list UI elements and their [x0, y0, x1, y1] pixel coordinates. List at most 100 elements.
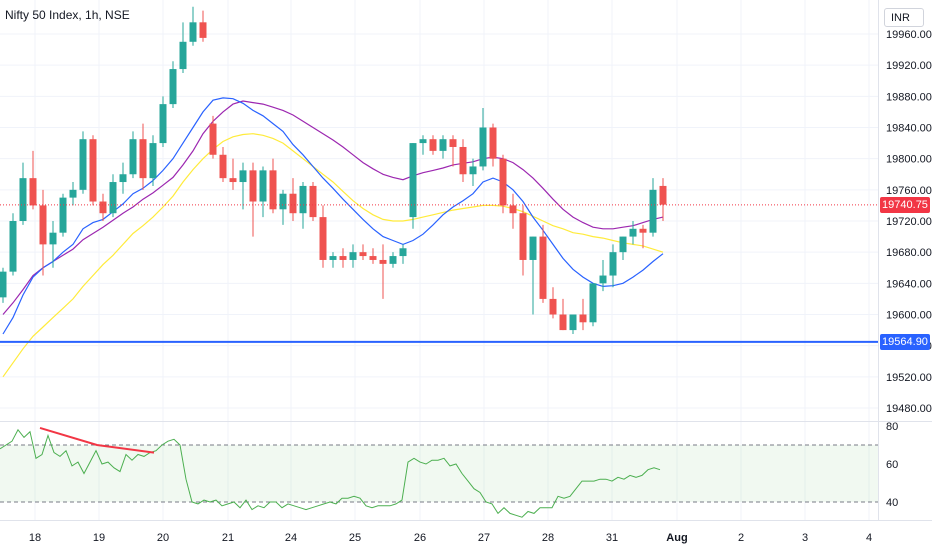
price-tick-label: 19520.00 — [886, 372, 932, 384]
horizontal-line-label[interactable]: 19564.90 — [880, 333, 930, 350]
candle-body — [219, 154, 227, 179]
candle-body — [639, 228, 647, 233]
time-tick-label: 28 — [542, 532, 554, 544]
price-tick-label: 19920.00 — [886, 60, 932, 72]
candle-body — [499, 158, 507, 206]
candle-body — [549, 298, 557, 315]
price-tick-label: 19480.00 — [886, 403, 932, 415]
rsi-tick-label: 40 — [886, 497, 898, 509]
candle-body — [39, 205, 47, 245]
candle-body — [59, 197, 67, 233]
ema-yellow-line — [2, 133, 664, 378]
candle-body — [299, 185, 307, 214]
candle-body — [559, 314, 567, 331]
time-tick-label: 24 — [285, 532, 297, 544]
candle-body — [69, 189, 77, 198]
candle-body — [189, 22, 197, 42]
candle-body — [79, 139, 87, 190]
candle-body — [399, 248, 407, 257]
price-tick-label: 19840.00 — [886, 123, 932, 135]
candle-body — [159, 104, 167, 144]
rsi-tick-label: 60 — [886, 459, 898, 471]
candle-body — [529, 236, 537, 260]
rsi-tick-label: 80 — [886, 421, 898, 433]
candle-body — [449, 139, 457, 147]
moving-averages — [2, 97, 664, 378]
time-tick-label: 2 — [738, 532, 744, 544]
candle-body — [209, 123, 217, 155]
candle-body — [439, 139, 447, 151]
ema-blue-line — [2, 97, 664, 335]
time-axis[interactable]: 18 19 20 21 24 25 26 27 28 31 Aug 2 3 4 — [29, 532, 872, 544]
candle-body — [379, 259, 387, 264]
candle-body — [309, 185, 317, 218]
candle-body — [169, 69, 177, 105]
candle-body — [389, 256, 397, 264]
candle-body — [469, 166, 477, 175]
candle-body — [259, 170, 267, 202]
time-tick-label: 26 — [414, 532, 426, 544]
candle-body — [199, 22, 207, 38]
candle-body — [279, 193, 287, 210]
price-axis[interactable]: 19480.0019520.0019560.0019600.0019640.00… — [886, 29, 932, 509]
time-tick-label: 27 — [478, 532, 490, 544]
price-tick-label: 19640.00 — [886, 278, 932, 290]
candle-body — [179, 41, 187, 70]
candle-body — [99, 201, 107, 214]
candle-body — [129, 139, 137, 175]
candle-body — [659, 185, 667, 205]
candle-body — [649, 189, 657, 233]
candle-body — [119, 174, 127, 183]
candle-body — [569, 314, 577, 331]
time-tick-label: Aug — [666, 532, 687, 544]
price-tick-label: 19800.00 — [886, 154, 932, 166]
candle-body — [509, 205, 517, 214]
ema-purple-line — [2, 100, 664, 315]
candle-body — [539, 236, 547, 299]
candle-body — [519, 213, 527, 260]
time-tick-label: 3 — [802, 532, 808, 544]
candle-body — [229, 178, 237, 183]
time-tick-label: 19 — [93, 532, 105, 544]
candle-body — [589, 283, 597, 323]
price-lines — [0, 204, 878, 343]
candle-body — [29, 178, 37, 206]
candle-body — [0, 271, 7, 298]
candle-body — [459, 146, 467, 175]
price-tick-label: 19600.00 — [886, 310, 932, 322]
candle-body — [609, 252, 617, 276]
rsi-line — [0, 428, 661, 518]
candle-body — [409, 143, 417, 218]
candle-body — [9, 221, 17, 272]
candle-body — [369, 256, 377, 260]
candle-body — [349, 252, 357, 260]
candle-body — [429, 139, 437, 151]
candles — [0, 6, 667, 334]
candle-body — [599, 275, 607, 284]
chart-title: Nifty 50 Index, 1h, NSE — [5, 8, 130, 22]
candle-body — [89, 139, 97, 202]
candle-body — [289, 193, 297, 214]
currency-label[interactable]: INR — [884, 8, 924, 27]
candle-body — [19, 178, 27, 221]
candle-body — [619, 236, 627, 253]
candle-body — [359, 252, 367, 257]
candle-body — [319, 217, 327, 260]
candle-body — [149, 143, 157, 179]
candle-body — [329, 256, 337, 260]
candle-body — [339, 256, 347, 260]
price-tick-label: 19880.00 — [886, 91, 932, 103]
price-tick-label: 19680.00 — [886, 247, 932, 259]
candle-body — [629, 228, 637, 237]
time-tick-label: 4 — [866, 532, 872, 544]
time-tick-label: 18 — [29, 532, 41, 544]
time-tick-label: 31 — [606, 532, 618, 544]
rsi-divergence-line — [39, 426, 155, 454]
time-tick-label: 21 — [222, 532, 234, 544]
candle-body — [579, 314, 587, 323]
last-price-label: 19740.75 — [880, 196, 930, 213]
candle-body — [139, 139, 147, 179]
price-tick-label: 19760.00 — [886, 185, 932, 197]
time-tick-label: 25 — [349, 532, 361, 544]
candle-body — [419, 139, 427, 144]
